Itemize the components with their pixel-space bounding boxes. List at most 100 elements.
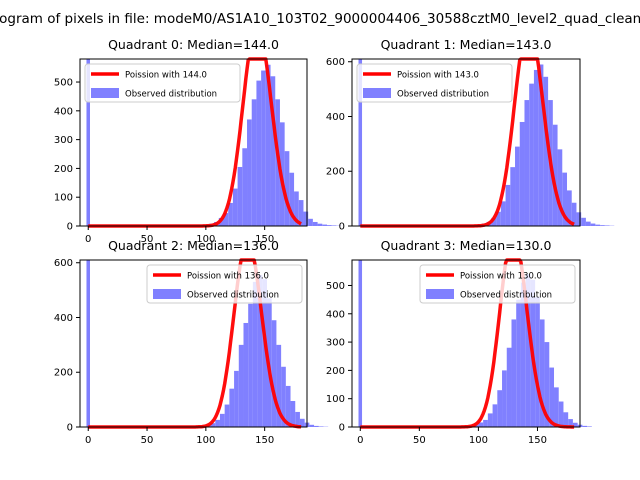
histogram-bar — [248, 303, 253, 427]
panel-title: Quadrant 3: Median=130.0 — [381, 238, 552, 253]
histogram-bar — [238, 344, 244, 427]
histogram-bar — [219, 413, 225, 427]
histogram-bar — [478, 422, 484, 427]
y-tick-label: 200 — [326, 366, 345, 377]
histogram-bar — [271, 320, 277, 427]
histogram-bar — [284, 151, 290, 226]
y-tick-label: 400 — [54, 313, 73, 324]
panel-quadrant-2: 0 200 400 600 0 50 100 150 Poission with 136.0 Ob… — [54, 238, 329, 446]
axes-frame — [79, 58, 308, 227]
x-tick-label: 100 — [469, 435, 488, 446]
histogram-bar — [539, 319, 545, 427]
histogram-bar — [604, 225, 610, 226]
histogram-bar — [326, 225, 332, 226]
y-tick-label: 400 — [54, 106, 73, 117]
histogram-bar — [549, 367, 555, 427]
axes-frame — [351, 259, 581, 428]
histogram-bar — [533, 69, 539, 226]
legend-observed-label: Observed distribution — [460, 291, 552, 301]
histogram-bar — [505, 184, 511, 226]
histogram-bar — [215, 419, 220, 427]
histogram-bar — [572, 422, 578, 427]
histogram-bar — [576, 212, 582, 226]
legend: Poission with 136.0 Observed distribution — [146, 264, 303, 304]
histogram-bar — [590, 223, 596, 226]
histogram-bar — [595, 224, 601, 226]
histogram-bar — [538, 64, 544, 227]
histogram-bar — [483, 419, 488, 427]
histogram-bar — [294, 191, 299, 226]
legend-observed-swatch — [426, 289, 454, 299]
y-tick-label: 0 — [339, 222, 345, 233]
y-tick-label: 300 — [326, 338, 345, 349]
histogram-bar — [290, 400, 296, 427]
zero-bin-bar — [358, 59, 363, 226]
histogram-bar — [552, 124, 558, 226]
histogram-bar — [232, 188, 238, 226]
legend-observed-swatch — [363, 88, 391, 98]
histogram-bar — [229, 388, 235, 427]
x-tick-label: 50 — [141, 435, 154, 446]
histogram-bar — [543, 76, 549, 227]
histogram-bar — [309, 424, 315, 427]
histogram-bar — [600, 225, 605, 226]
panel-quadrant-0: 0 100 200 300 400 500 0 50 100 150 Poission with 1… — [54, 37, 342, 245]
histogram-bar — [581, 217, 586, 226]
x-tick-label: 100 — [196, 435, 215, 446]
y-tick-label: 200 — [326, 167, 345, 178]
x-tick-label: 150 — [255, 435, 274, 446]
legend: Poission with 143.0 Observed distribution — [356, 63, 513, 103]
legend-poisson-label: Poission with 144.0 — [125, 71, 207, 81]
histogram-bar — [317, 223, 323, 226]
histogram-bar — [487, 413, 493, 427]
histogram-bar — [303, 211, 309, 226]
histogram-bar — [285, 385, 291, 427]
histogram-bar — [554, 387, 559, 427]
histogram-bar — [252, 281, 258, 427]
histogram-bar — [562, 172, 568, 226]
histogram-bar — [234, 370, 239, 427]
histogram-bar — [582, 425, 588, 427]
histogram-bar — [544, 342, 550, 427]
x-tick-label: 50 — [141, 234, 154, 245]
histogram-bar — [511, 319, 517, 427]
histogram-bar — [299, 418, 305, 427]
histogram-bar — [568, 419, 573, 427]
histogram-bar — [524, 100, 530, 226]
histogram-bar — [223, 213, 229, 226]
legend-box — [146, 264, 303, 304]
histogram-bar — [228, 202, 233, 226]
figure-suptitle: Histogram of pixels in file: modeM0/AS1A… — [0, 11, 640, 27]
legend-poisson-label: Poission with 130.0 — [460, 272, 542, 282]
histogram-bar — [535, 296, 540, 427]
histogram-bar — [242, 148, 248, 226]
histogram-bar — [289, 172, 295, 226]
histogram-bar — [496, 211, 501, 226]
y-tick-label: 600 — [54, 258, 73, 269]
histogram-bar — [251, 99, 257, 226]
y-tick-label: 600 — [326, 57, 345, 68]
histogram-bar — [529, 83, 534, 226]
y-tick-label: 100 — [326, 394, 345, 405]
histogram-bar — [270, 76, 276, 226]
histogram-bar — [497, 390, 503, 427]
histogram-bar — [261, 70, 266, 226]
legend-poisson-label: Poission with 136.0 — [187, 272, 269, 282]
histogram-bar — [519, 121, 525, 226]
histogram-bar — [247, 119, 252, 226]
zero-bin-bar — [86, 260, 90, 427]
histogram-bar — [295, 411, 300, 427]
legend-box — [356, 63, 513, 103]
x-tick-label: 150 — [528, 435, 547, 446]
histogram-bar — [515, 146, 520, 226]
panel-title: Quadrant 1: Median=143.0 — [381, 37, 552, 52]
histogram-bar — [558, 401, 564, 427]
y-tick-label: 100 — [54, 193, 73, 204]
histogram-bar — [491, 217, 497, 226]
legend-observed-label: Observed distribution — [397, 90, 489, 100]
panel-title: Quadrant 2: Median=136.0 — [108, 238, 279, 253]
histogram-bar — [331, 225, 337, 226]
histogram-bar — [510, 167, 516, 226]
y-tick-label: 0 — [67, 423, 73, 434]
